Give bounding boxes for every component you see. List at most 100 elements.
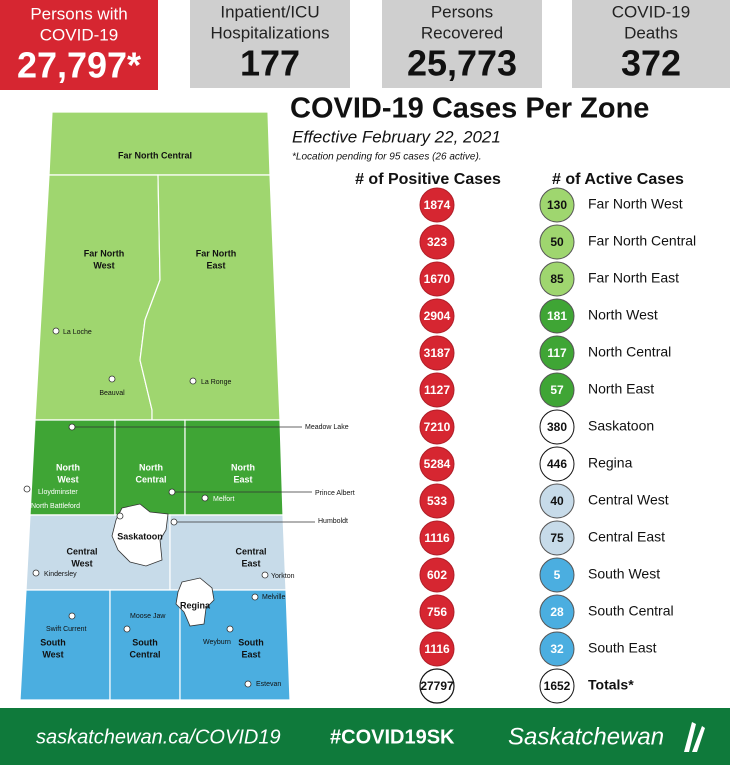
stat-value: 25,773 <box>407 43 517 84</box>
note: *Location pending for 95 cases (26 activ… <box>292 152 482 163</box>
positive-badge <box>419 483 455 519</box>
zone-label: North <box>56 462 80 472</box>
city-label: Weyburn <box>203 639 231 646</box>
active-badge <box>539 446 575 482</box>
case-table: 1874 130 Far North West 323 50 Far North Cent… <box>419 187 696 704</box>
active-count: 85 <box>550 272 564 286</box>
city-dot <box>201 494 209 502</box>
zone-label: Regina <box>180 600 211 610</box>
positive-count: 5284 <box>424 457 451 471</box>
stat-box <box>572 0 730 88</box>
zone-name: Regina <box>588 455 633 471</box>
city-dot <box>108 375 116 383</box>
city-label: La Ronge <box>201 379 231 386</box>
positive-badge <box>419 187 455 223</box>
city-label: Swift Current <box>46 626 87 633</box>
city-label: Yorkton <box>271 573 295 580</box>
zone-name: Central East <box>588 529 665 545</box>
zone-label: Far North <box>84 248 125 258</box>
active-badge <box>539 372 575 408</box>
city-dot <box>244 680 252 688</box>
subtitle: Effective February 22, 2021 <box>292 127 501 146</box>
positive-badge <box>419 631 455 667</box>
city-area <box>175 577 215 627</box>
active-badge <box>539 631 575 667</box>
zone-label: East <box>233 474 252 484</box>
active-badge <box>539 409 575 445</box>
active-badge <box>539 668 575 704</box>
title: COVID-19 Cases Per Zone <box>290 93 649 125</box>
positive-count: 3187 <box>424 346 451 360</box>
city-label: Melfort <box>213 496 234 503</box>
city-label: Kindersley <box>44 571 77 578</box>
stat-label: COVID-19 <box>612 2 690 21</box>
active-count: 40 <box>550 494 564 508</box>
city-dot <box>116 512 124 520</box>
positive-count: 1874 <box>424 198 451 212</box>
positive-badge <box>419 224 455 260</box>
city-label: North Battleford <box>31 503 80 510</box>
active-count: 32 <box>550 642 564 656</box>
city-dot <box>23 485 31 493</box>
zone-label: Central <box>129 649 160 659</box>
positive-badge <box>419 335 455 371</box>
positive-count: 27797 <box>420 679 454 693</box>
city-dot <box>261 571 269 579</box>
positive-badge <box>419 261 455 297</box>
zone-name: Saskatoon <box>588 418 654 434</box>
positive-count: 1116 <box>424 642 450 656</box>
positive-count: 7210 <box>424 420 451 434</box>
zone-label: South <box>238 637 264 647</box>
city-dot <box>251 593 259 601</box>
footer-link[interactable]: saskatchewan.ca/COVID19 <box>36 726 281 748</box>
zone-label: Saskatoon <box>117 531 163 541</box>
stat-value: 372 <box>621 43 681 84</box>
city-dot <box>226 625 234 633</box>
zone-label: East <box>206 260 225 270</box>
active-count: 50 <box>550 235 564 249</box>
zone-name: Far North Central <box>588 233 696 249</box>
active-badge <box>539 261 575 297</box>
active-badge <box>539 224 575 260</box>
stat-box <box>0 0 158 90</box>
zone-area <box>34 174 161 421</box>
stat-label: Persons with <box>30 4 127 23</box>
zone-label: West <box>57 474 78 484</box>
positive-badge <box>419 446 455 482</box>
map: Far North Central Far North West Far Nor… <box>19 111 355 701</box>
zone-label: Far North Central <box>118 150 192 160</box>
active-badge <box>539 594 575 630</box>
stat-label: Hospitalizations <box>210 23 329 42</box>
city-dot <box>123 625 131 633</box>
city-label: Humboldt <box>318 518 348 525</box>
active-badge <box>539 187 575 223</box>
positive-count: 1127 <box>424 383 450 397</box>
active-count: 57 <box>550 383 564 397</box>
active-badge <box>539 335 575 371</box>
zone-name: South West <box>588 566 660 582</box>
zone-name: South Central <box>588 603 674 619</box>
stat-value: 27,797* <box>17 45 141 86</box>
stat-label: Inpatient/ICU <box>220 2 319 21</box>
stat-label: Persons <box>431 2 493 21</box>
city-area <box>111 503 169 567</box>
positive-count: 533 <box>427 494 447 508</box>
zone-label: East <box>241 649 260 659</box>
zone-label: Central <box>135 474 166 484</box>
positive-badge <box>419 298 455 334</box>
stat-label: Recovered <box>421 23 503 42</box>
positive-badge <box>419 557 455 593</box>
zone-label: Central <box>66 546 97 556</box>
positive-count: 323 <box>427 235 447 249</box>
stat-box <box>382 0 542 88</box>
active-count: 130 <box>547 198 567 212</box>
zone-name: Central West <box>588 492 669 508</box>
city-dot <box>168 488 176 496</box>
zone-area <box>169 514 287 591</box>
zone-name: North Central <box>588 344 671 360</box>
zone-label: Far North <box>196 248 237 258</box>
city-label: Beauval <box>99 390 125 397</box>
zone-area <box>48 111 271 176</box>
city-dot <box>68 612 76 620</box>
